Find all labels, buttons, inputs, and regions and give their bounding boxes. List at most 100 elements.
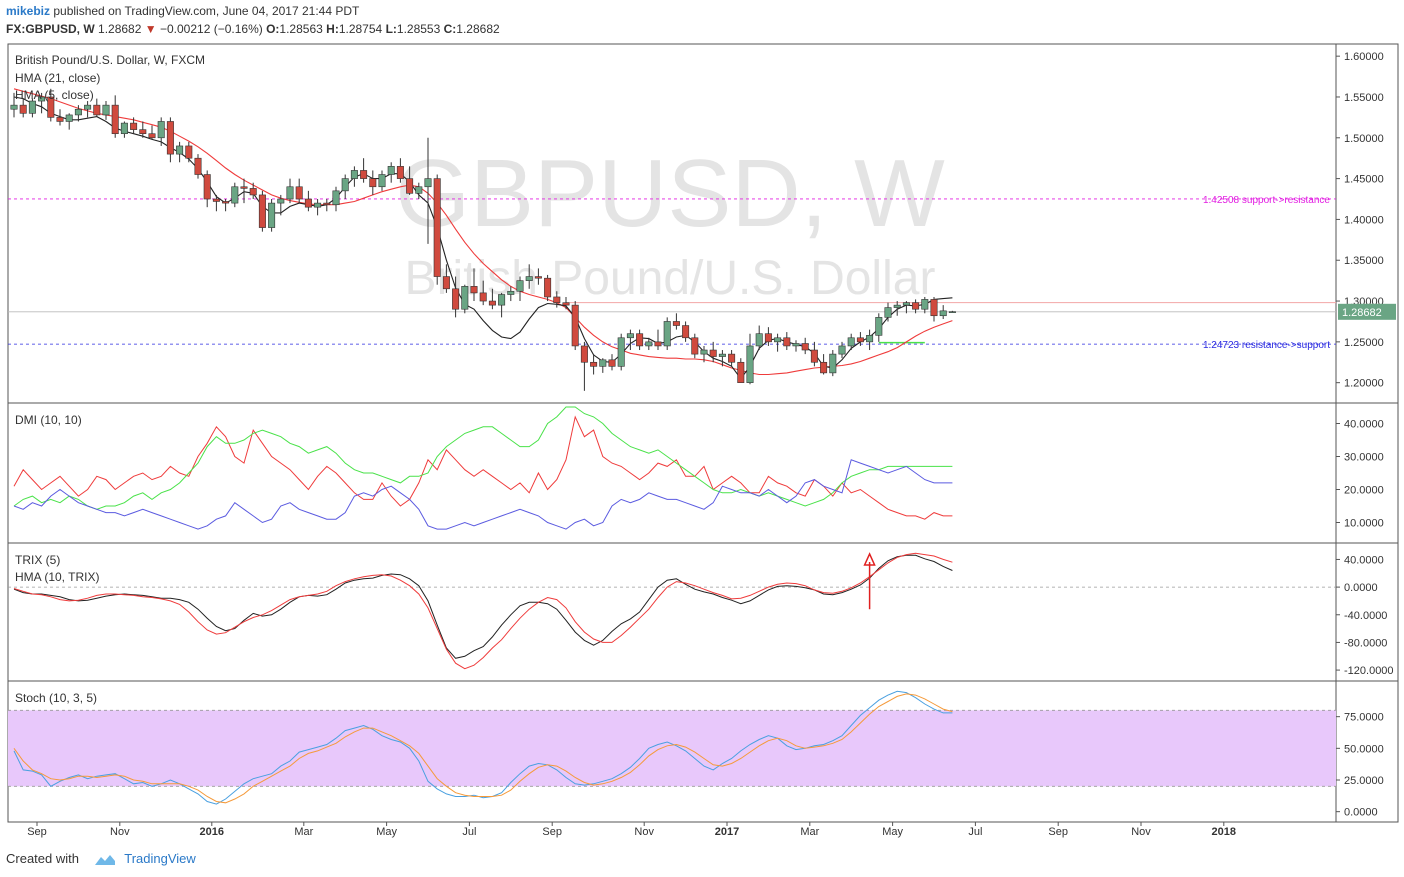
candle-body	[406, 178, 414, 194]
last-price-tag	[1338, 303, 1396, 320]
candle-body	[249, 188, 257, 196]
candle-body	[222, 201, 230, 204]
candle-body	[424, 178, 432, 188]
price-legend-item: HMA (5, close)	[15, 88, 94, 102]
high-label: H:	[326, 22, 339, 36]
candle-body	[387, 166, 395, 175]
x-tick-label: Mar	[800, 826, 819, 838]
low-label: L:	[385, 22, 397, 36]
price-pane-title: British Pound/U.S. Dollar, W, FXCM	[15, 53, 205, 67]
indicator-tick-label: 20.0000	[1344, 485, 1384, 497]
candle-body	[194, 157, 202, 175]
x-tick-label: Mar	[294, 826, 313, 838]
candle-body	[65, 114, 73, 122]
candle-body	[56, 117, 64, 122]
indicator-series-2-1	[13, 552, 953, 670]
open-label: O:	[266, 22, 280, 36]
indicator-series-2-0	[13, 554, 953, 659]
candle-body	[939, 310, 947, 317]
candle-body	[912, 302, 920, 310]
indicator-tick-label: -40.0000	[1344, 610, 1387, 622]
candle-body	[700, 349, 708, 355]
candle-body	[608, 359, 616, 367]
author-link[interactable]: mikebiz	[6, 4, 51, 18]
candle-body	[866, 335, 874, 343]
indicator-series-3-0	[13, 690, 953, 805]
candle-body	[130, 122, 138, 130]
x-tick-label: May	[882, 826, 903, 838]
watermark-symbol: GBPUSD, W	[395, 140, 945, 247]
candle-body	[332, 190, 340, 206]
trix-arrow-head	[863, 552, 876, 566]
symbol-label[interactable]: FX:GBPUSD, W	[6, 22, 95, 36]
created-with-text: Created with	[6, 851, 79, 866]
candle-body	[369, 178, 377, 188]
candle-body	[433, 178, 441, 277]
candle-body	[930, 299, 938, 317]
candle-body	[38, 96, 46, 102]
indicator-tick-label: -120.0000	[1344, 665, 1394, 677]
price-tick-label: 1.20000	[1344, 378, 1384, 390]
candle-body	[212, 198, 220, 202]
indicator-tick-label: 50.0000	[1344, 743, 1384, 755]
candle-body	[323, 202, 331, 206]
watermark-name: British Pound/U.S. Dollar	[405, 252, 936, 305]
candle-body	[314, 202, 322, 208]
x-tick-label: 2018	[1212, 826, 1236, 838]
x-tick-label: 2017	[715, 826, 739, 838]
candle-body	[893, 304, 901, 308]
candle-body	[691, 337, 699, 355]
footer: Created with TradingView	[6, 851, 196, 867]
level-label: 1.42508 support->resistance	[1203, 195, 1330, 206]
x-tick-label: Jul	[968, 826, 982, 838]
candle-body	[672, 321, 680, 326]
candle-body	[166, 121, 174, 155]
candle-body	[84, 104, 92, 110]
price-tick-label: 1.40000	[1344, 214, 1384, 226]
candle-body	[525, 276, 533, 281]
x-tick-label: Sep	[27, 826, 47, 838]
indicator-tick-label: 0.0000	[1344, 582, 1378, 594]
x-tick-label: 2016	[200, 826, 224, 838]
candle-body	[562, 302, 570, 306]
candle-body	[185, 145, 193, 159]
candle-body	[350, 170, 358, 179]
down-arrow-icon: ▼	[144, 22, 157, 36]
candle-body	[452, 288, 460, 310]
candle-body	[820, 361, 828, 374]
indicator-series-1-0	[13, 415, 953, 520]
candle-body	[378, 174, 386, 188]
close-label: C:	[443, 22, 457, 36]
x-tick-label: Sep	[542, 826, 562, 838]
candle-body	[231, 186, 239, 204]
x-tick-label: Nov	[634, 826, 654, 838]
price-tick-label: 1.50000	[1344, 133, 1384, 145]
candle-body	[774, 337, 782, 343]
candle-body	[654, 341, 662, 347]
candle-body	[737, 361, 745, 383]
indicator-tick-label: 25.0000	[1344, 775, 1384, 787]
candle-body	[902, 302, 910, 306]
candle-body	[856, 337, 864, 343]
candle-body	[801, 343, 809, 351]
candle-body	[617, 337, 625, 367]
published-text: published on TradingView.com, June 04, 2…	[53, 4, 360, 18]
candle-body	[47, 96, 55, 118]
candle-body	[19, 104, 27, 114]
low-value: 1.28553	[396, 22, 441, 36]
last-price-tag-text: 1.28682	[1342, 307, 1382, 319]
candle-body	[286, 186, 294, 200]
candle-body	[728, 353, 736, 363]
candle-body	[277, 198, 285, 204]
tradingview-link[interactable]: TradingView	[124, 851, 196, 866]
candle-body	[755, 333, 763, 347]
high-value: 1.28754	[338, 22, 383, 36]
candle-body	[498, 294, 506, 306]
indicator-series-1-2	[13, 459, 953, 530]
candle-body	[203, 174, 211, 200]
price-tick-label: 1.35000	[1344, 255, 1384, 267]
candle-body	[442, 276, 450, 290]
candle-body	[461, 286, 469, 310]
candle-body	[783, 337, 791, 347]
